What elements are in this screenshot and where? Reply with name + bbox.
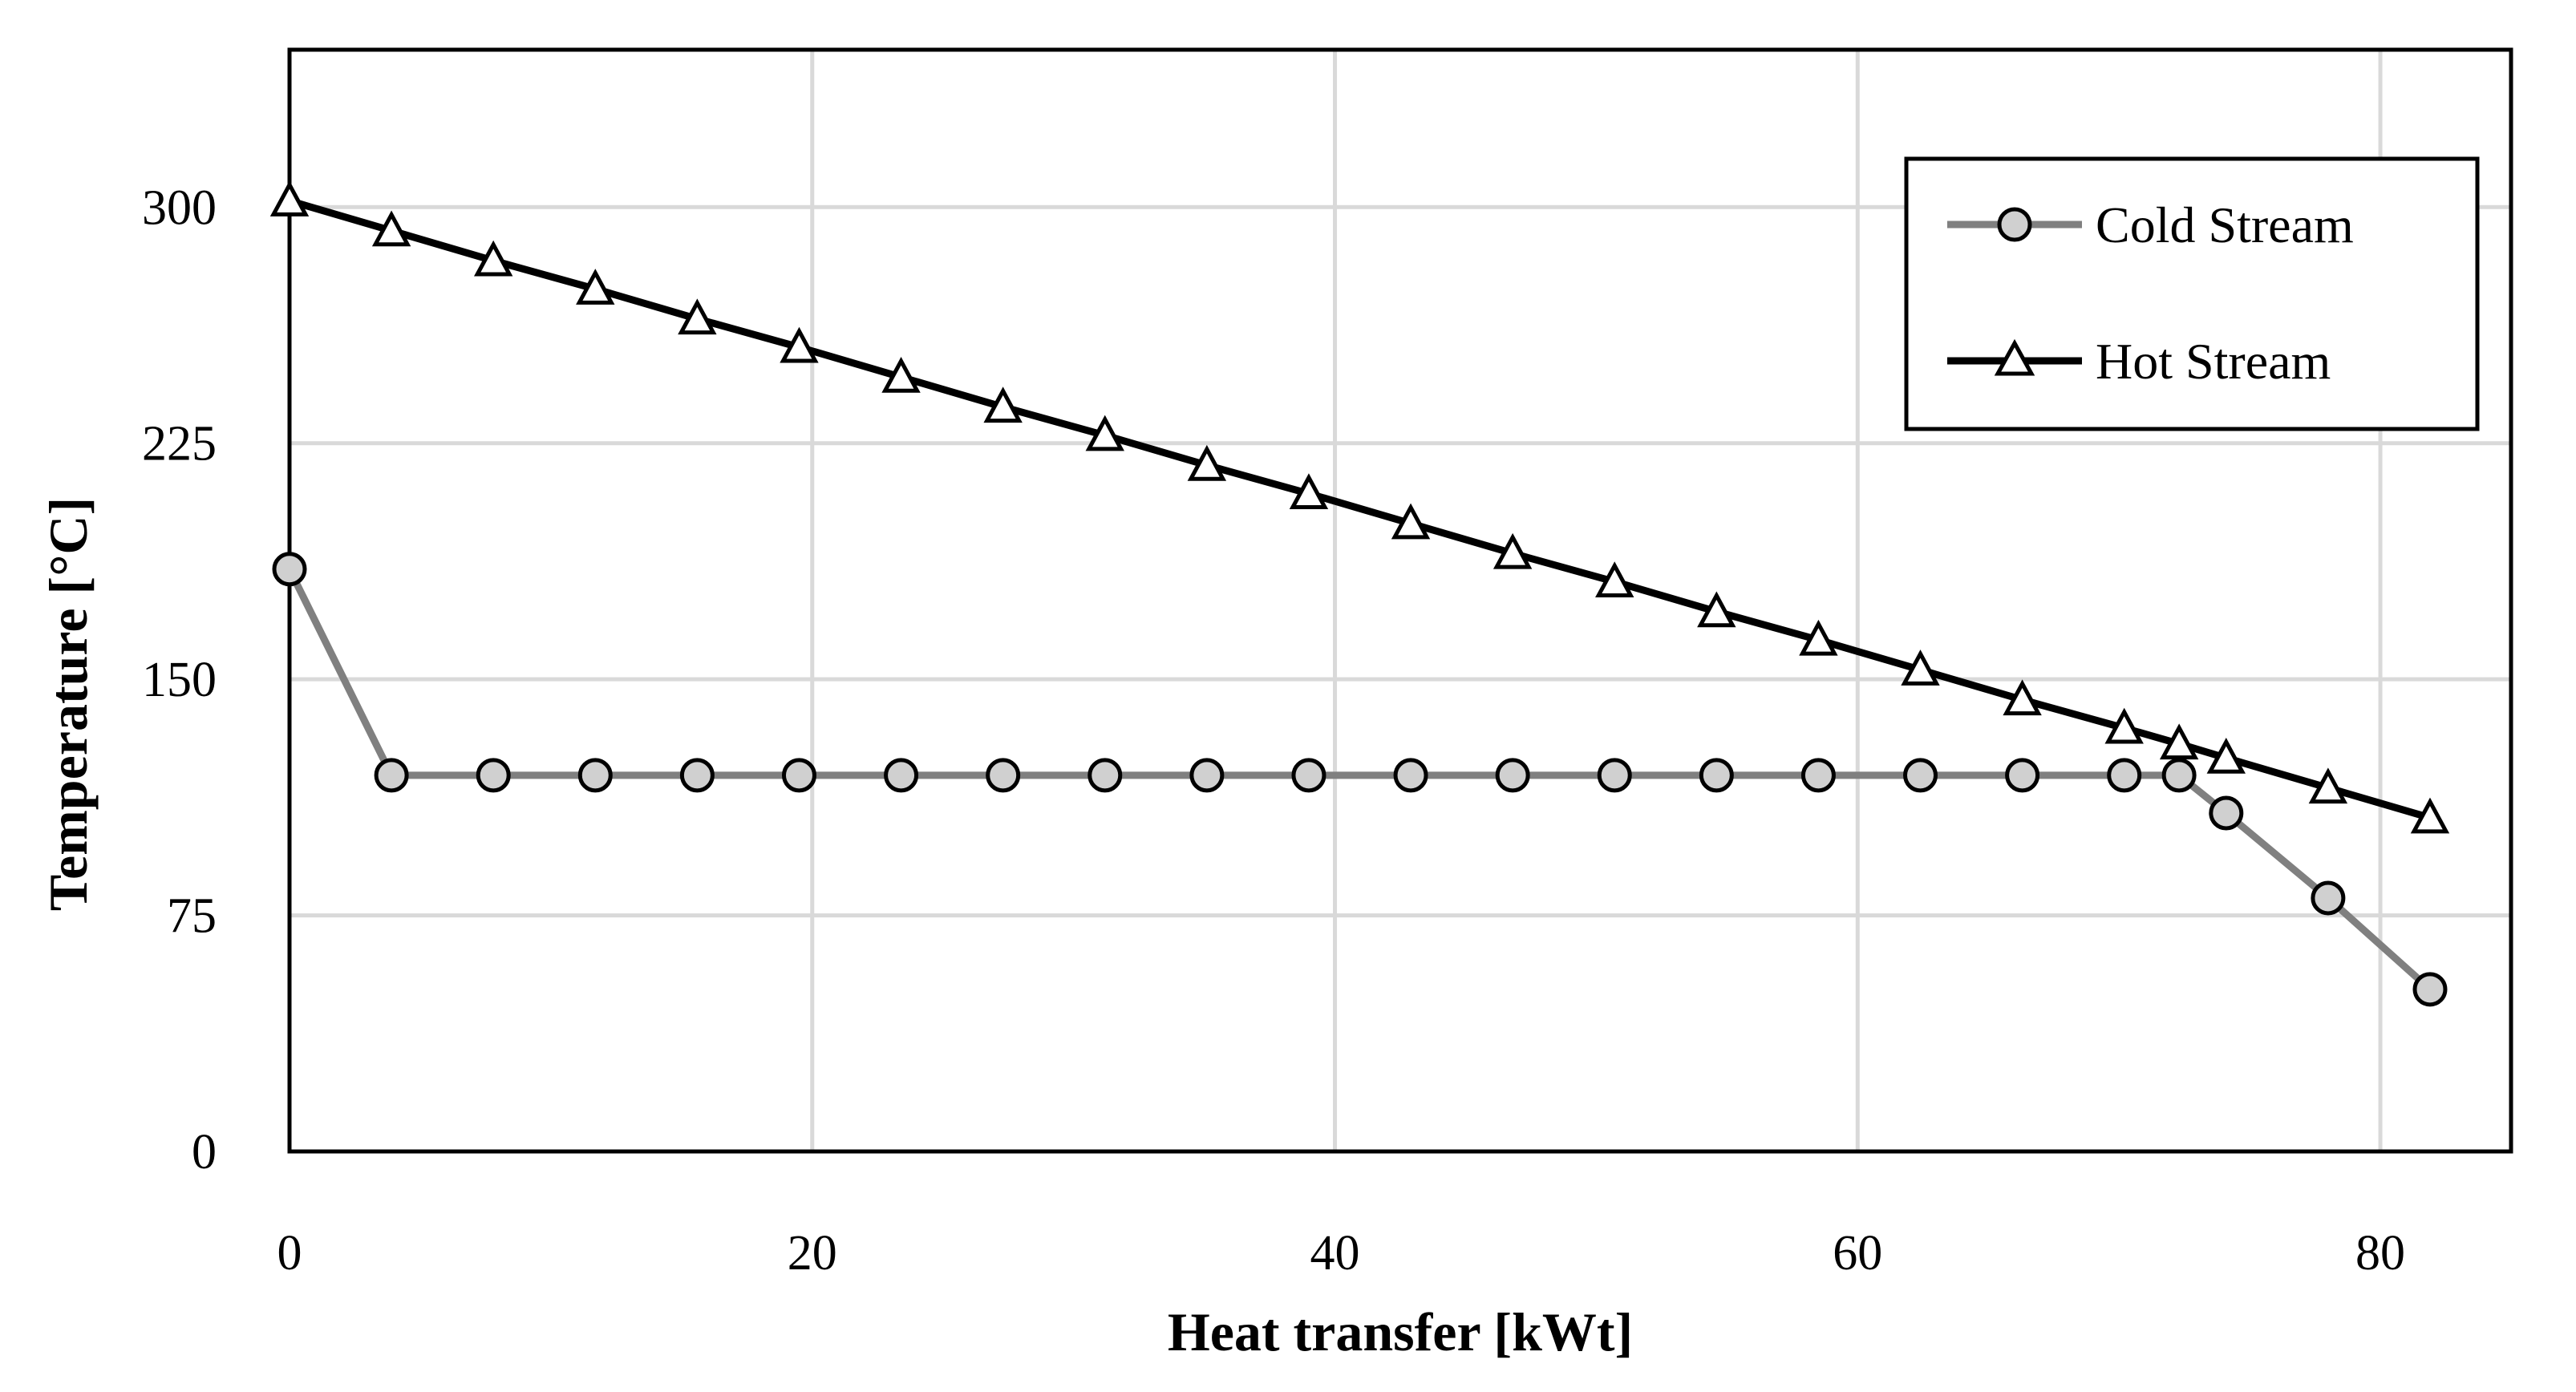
x-axis-title: Heat transfer [kWt] bbox=[1168, 1301, 1633, 1362]
hot-stream-point bbox=[371, 210, 411, 247]
y-axis-title: Temperature [°C] bbox=[38, 497, 99, 911]
legend-item-hot-stream: Hot Stream bbox=[1947, 333, 2331, 390]
cold-stream-point bbox=[986, 758, 1021, 793]
hot-stream-point bbox=[1595, 561, 1634, 597]
cold-stream-point bbox=[1903, 758, 1938, 793]
hot-stream-point bbox=[1187, 444, 1227, 481]
tick-labels: 0 75 150 225 300 0 20 40 60 80 bbox=[142, 180, 2405, 1281]
cold-stream-point bbox=[2412, 972, 2448, 1007]
hot-stream-point bbox=[576, 269, 615, 305]
hot-stream-point bbox=[269, 180, 310, 216]
hot-stream-point bbox=[1391, 503, 1431, 540]
x-tick-label: 40 bbox=[1310, 1226, 1360, 1281]
cold-stream-point bbox=[2311, 880, 2346, 916]
legend-cold-stream-marker bbox=[1997, 207, 2032, 242]
x-tick-label: 20 bbox=[788, 1226, 837, 1281]
legend: Cold Stream Hot Stream bbox=[1904, 156, 2480, 431]
series-hot-stream bbox=[269, 180, 2450, 834]
cold-stream-point bbox=[1597, 758, 1632, 793]
legend-cold-stream-label: Cold Stream bbox=[2096, 196, 2354, 253]
legend-hot-stream-marker bbox=[1994, 338, 2035, 376]
cold-stream-point bbox=[781, 758, 816, 793]
hot-stream-point bbox=[881, 357, 921, 393]
cold-stream-point bbox=[1495, 758, 1530, 793]
hot-stream-point bbox=[678, 298, 717, 335]
cold-stream-point bbox=[2005, 758, 2040, 793]
legend-box bbox=[1904, 156, 2480, 431]
y-tick-label: 0 bbox=[192, 1125, 217, 1180]
cold-stream-point bbox=[2209, 795, 2244, 831]
cold-stream-point bbox=[1393, 758, 1428, 793]
y-tick-label: 300 bbox=[142, 180, 217, 235]
hot-stream-point bbox=[2410, 797, 2450, 834]
cold-stream-point bbox=[2161, 758, 2197, 793]
grid-layer bbox=[290, 50, 2511, 1151]
cold-stream-point bbox=[476, 758, 511, 793]
x-tick-label: 80 bbox=[2355, 1226, 2405, 1281]
plot-frame bbox=[287, 47, 2513, 1154]
cold-stream-point bbox=[374, 758, 409, 793]
hot-stream-point bbox=[2308, 767, 2348, 804]
cold-stream-point bbox=[1699, 758, 1734, 793]
cold-stream-point bbox=[884, 758, 919, 793]
hot-stream-point bbox=[2206, 738, 2246, 774]
hot-stream-point bbox=[1799, 619, 1838, 656]
y-tick-label: 75 bbox=[167, 889, 217, 944]
series-cold-stream bbox=[272, 552, 2448, 1007]
hot-stream-point bbox=[780, 326, 819, 363]
hot-stream-point bbox=[1085, 415, 1124, 451]
hot-stream-point bbox=[983, 386, 1023, 423]
cold-stream-point bbox=[272, 552, 307, 587]
hot-stream-point bbox=[1901, 649, 1940, 686]
cold-stream-point bbox=[577, 758, 613, 793]
x-tick-label: 60 bbox=[1833, 1226, 1882, 1281]
cold-stream-point bbox=[2107, 758, 2142, 793]
legend-hot-stream-label: Hot Stream bbox=[2096, 333, 2331, 390]
hot-stream-point bbox=[473, 240, 513, 277]
cold-stream-point bbox=[1800, 758, 1836, 793]
cold-stream-point bbox=[1189, 758, 1225, 793]
x-tick-label: 0 bbox=[277, 1226, 302, 1281]
series-layer bbox=[269, 180, 2450, 1007]
hot-stream-point bbox=[1697, 591, 1736, 628]
y-tick-label: 225 bbox=[142, 417, 217, 471]
hot-stream-point bbox=[2159, 723, 2199, 760]
cold-stream-point bbox=[1291, 758, 1326, 793]
hot-stream-point bbox=[1493, 532, 1533, 569]
cold-stream-point bbox=[1088, 758, 1123, 793]
y-tick-label: 150 bbox=[142, 653, 217, 707]
legend-item-cold-stream: Cold Stream bbox=[1947, 196, 2354, 253]
hot-stream-point bbox=[2003, 679, 2042, 716]
cold-stream-point bbox=[679, 758, 715, 793]
hot-stream-point bbox=[1289, 473, 1329, 510]
hot-stream-point bbox=[2104, 707, 2144, 744]
